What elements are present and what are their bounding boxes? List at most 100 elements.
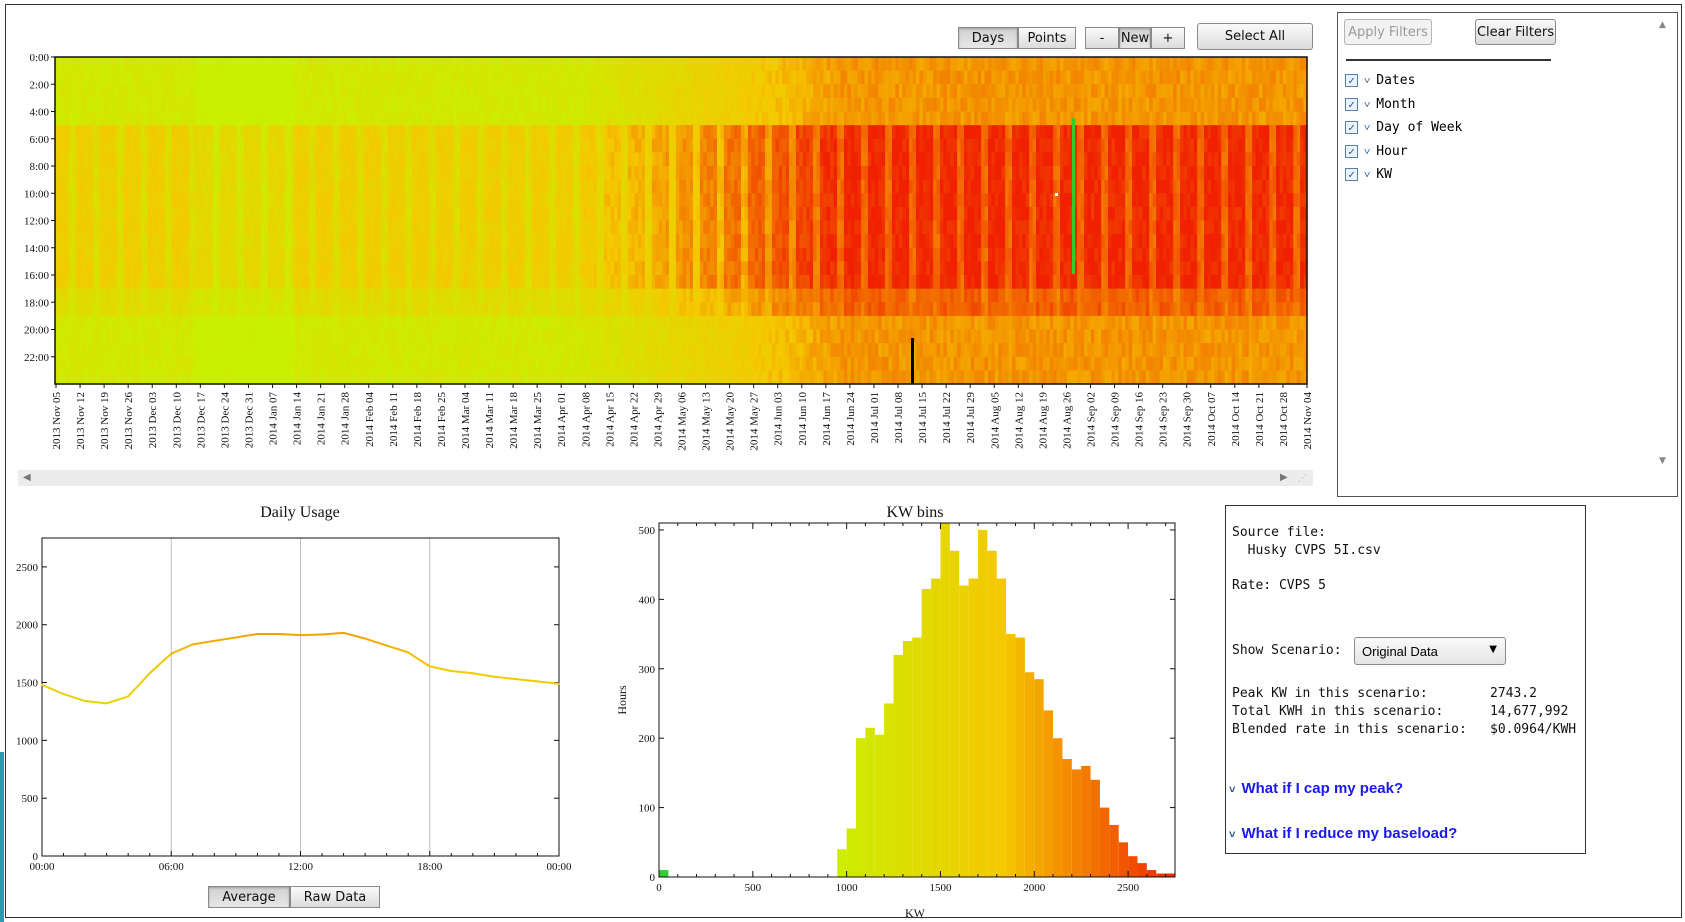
heatmap-cell xyxy=(79,152,84,167)
heatmap-cell xyxy=(463,166,468,181)
heatmap-cell xyxy=(75,125,80,140)
heatmap-cell xyxy=(109,220,114,235)
heatmap-cell xyxy=(295,97,300,113)
heatmap-cell xyxy=(298,57,303,72)
heatmap-cell xyxy=(356,138,361,153)
heatmap-cell xyxy=(154,152,159,167)
heatmap-cell xyxy=(394,152,399,167)
heatmap-cell xyxy=(620,370,625,385)
heatmap-cell xyxy=(185,125,190,140)
heatmap-cell xyxy=(662,84,667,99)
heatmap-cell xyxy=(82,288,87,303)
heatmap-cell xyxy=(319,84,324,99)
heatmap-cell xyxy=(267,288,272,303)
heatmap-cell xyxy=(336,302,341,317)
heatmap-cell xyxy=(253,302,258,317)
heatmap-cell xyxy=(542,152,547,167)
heatmap-cell xyxy=(638,111,643,126)
heatmap-cell xyxy=(566,57,571,72)
heatmap-cell xyxy=(233,193,238,208)
heatmap-cell xyxy=(202,179,207,194)
heatmap-cell xyxy=(476,57,481,72)
heatmap-cell xyxy=(391,315,396,331)
heatmap-cell xyxy=(586,234,591,249)
heatmap-cell xyxy=(58,234,63,249)
heatmap-cell xyxy=(470,234,475,249)
heatmap-cell xyxy=(281,220,286,235)
heatmap-cell xyxy=(319,138,324,153)
heatmap-cell xyxy=(264,125,269,140)
heatmap-cell xyxy=(507,356,512,371)
heatmap-cell xyxy=(192,111,197,126)
new-button[interactable]: New xyxy=(1119,27,1151,49)
zoom-in-button[interactable]: + xyxy=(1151,27,1185,49)
heatmap-cell xyxy=(291,84,296,99)
heatmap-cell xyxy=(689,138,694,153)
heatmap-cell xyxy=(394,343,399,358)
heatmap-cell xyxy=(545,329,550,344)
heatmap-cell xyxy=(387,220,392,235)
heatmap-cell xyxy=(387,206,392,222)
heatmap-cell xyxy=(192,179,197,194)
heatmap-cell xyxy=(497,111,502,126)
heatmap-cell xyxy=(600,193,605,208)
heatmap-cell xyxy=(487,97,492,113)
heatmap-cell xyxy=(638,138,643,153)
heatmap-cell xyxy=(675,329,680,344)
heatmap-cell xyxy=(370,97,375,113)
heatmap-cell xyxy=(377,166,382,181)
heatmap-cell xyxy=(425,370,430,385)
heatmap-cell xyxy=(648,315,653,331)
heatmap-cell xyxy=(418,111,423,126)
heatmap-cell xyxy=(727,152,732,167)
heatmap-cell xyxy=(737,315,742,331)
heatmap-cell xyxy=(699,220,704,235)
heatmap-cell xyxy=(274,57,279,72)
heatmap-cell xyxy=(58,315,63,331)
heatmap-cell xyxy=(617,220,622,235)
heatmap-cell xyxy=(277,97,282,113)
heatmap-cell xyxy=(542,57,547,72)
heatmap-cell xyxy=(741,70,746,85)
heatmap-cell xyxy=(157,247,162,262)
heatmap-cell xyxy=(428,193,433,208)
heatmap-cell xyxy=(579,166,584,181)
heatmap-cell xyxy=(271,57,276,72)
heatmap-cell xyxy=(754,315,759,331)
heatmap-cell xyxy=(531,234,536,249)
heatmap-cell xyxy=(583,234,588,249)
heatmap-cell xyxy=(566,356,571,371)
points-button[interactable]: Points xyxy=(1018,27,1076,49)
heatmap-cell xyxy=(696,356,701,371)
heatmap-cell xyxy=(65,84,70,99)
heatmap-cell xyxy=(744,220,749,235)
heatmap-cell xyxy=(476,70,481,85)
heatmap-cell xyxy=(710,70,715,85)
heatmap-cell xyxy=(92,57,97,72)
heatmap-cell xyxy=(168,97,173,113)
heatmap-cell xyxy=(569,315,574,331)
zoom-out-button[interactable]: - xyxy=(1085,27,1119,49)
heatmap-cell xyxy=(717,247,722,262)
heatmap-cell xyxy=(614,275,619,290)
heatmap-cell xyxy=(257,125,262,140)
heatmap-cell xyxy=(216,329,221,344)
days-button[interactable]: Days xyxy=(958,27,1018,49)
heatmap-cell xyxy=(133,329,138,344)
heatmap-cell xyxy=(253,356,258,371)
heatmap-cell xyxy=(164,57,169,72)
heatmap-cell xyxy=(658,152,663,167)
heatmap-cell xyxy=(497,343,502,358)
heatmap-cell xyxy=(411,57,416,72)
select-all-button[interactable]: Select All xyxy=(1197,23,1313,50)
heatmap-chart[interactable]: 0:002:004:006:008:0010:0012:0014:0016:00… xyxy=(0,0,1320,490)
heatmap-cell xyxy=(480,125,485,140)
heatmap-cell xyxy=(480,111,485,126)
heatmap-cell xyxy=(284,288,289,303)
heatmap-cell xyxy=(336,275,341,290)
heatmap-cell xyxy=(92,302,97,317)
heatmap-cell xyxy=(133,152,138,167)
heatmap-cell xyxy=(199,247,204,262)
heatmap-cell xyxy=(655,315,660,331)
heatmap-cell xyxy=(281,315,286,331)
